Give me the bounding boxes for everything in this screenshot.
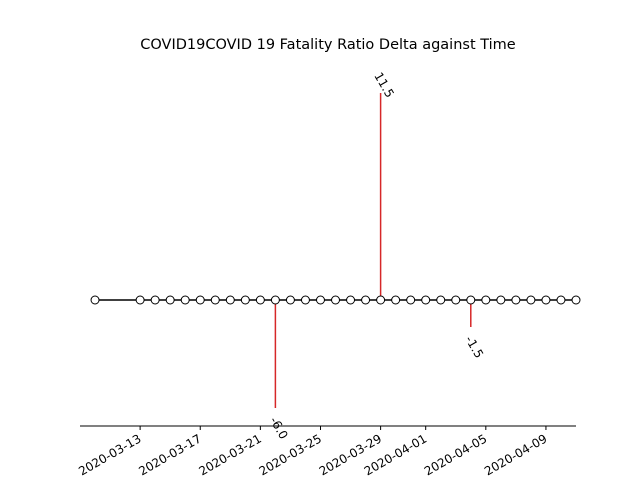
date-marker <box>481 295 491 305</box>
date-marker <box>361 295 371 305</box>
event-stems <box>274 93 472 408</box>
date-marker <box>180 295 190 305</box>
date-marker <box>90 295 100 305</box>
date-marker <box>496 295 506 305</box>
x-tick-label: 2020-03-17 <box>136 431 203 478</box>
date-marker <box>436 295 446 305</box>
date-marker <box>225 295 235 305</box>
date-marker <box>331 295 341 305</box>
x-axis-ticks: 2020-03-132020-03-172020-03-212020-03-25… <box>76 426 549 478</box>
date-marker <box>135 295 145 305</box>
date-marker <box>195 295 205 305</box>
date-marker <box>315 295 325 305</box>
date-marker <box>511 295 521 305</box>
x-tick-label: 2020-03-25 <box>257 431 324 478</box>
chart-title: COVID19COVID 19 Fatality Ratio Delta aga… <box>140 37 516 53</box>
date-marker <box>421 295 431 305</box>
date-marker <box>285 295 295 305</box>
date-marker <box>210 295 220 305</box>
event-value-label: 11.5 <box>371 70 396 100</box>
date-marker <box>466 295 476 305</box>
event-labels: -6.0 11.5 -1.5 <box>267 70 486 442</box>
date-marker <box>165 295 175 305</box>
date-marker <box>346 295 356 305</box>
x-tick-label: 2020-04-09 <box>482 431 549 478</box>
date-marker <box>571 295 581 305</box>
x-tick-label: 2020-03-21 <box>196 431 263 478</box>
x-tick-label: 2020-03-13 <box>76 431 143 478</box>
date-marker <box>240 295 250 305</box>
date-marker <box>541 295 551 305</box>
date-marker <box>451 295 461 305</box>
event-value-label: -6.0 <box>267 414 291 441</box>
date-marker <box>376 295 386 305</box>
x-tick-label: 2020-04-05 <box>422 431 489 478</box>
date-markers <box>90 295 581 305</box>
date-marker <box>270 295 280 305</box>
date-marker <box>391 295 401 305</box>
date-marker <box>556 295 566 305</box>
date-marker <box>406 295 416 305</box>
event-value-label: -1.5 <box>462 333 486 360</box>
date-marker <box>255 295 265 305</box>
date-marker <box>526 295 536 305</box>
date-marker <box>150 295 160 305</box>
date-marker <box>300 295 310 305</box>
